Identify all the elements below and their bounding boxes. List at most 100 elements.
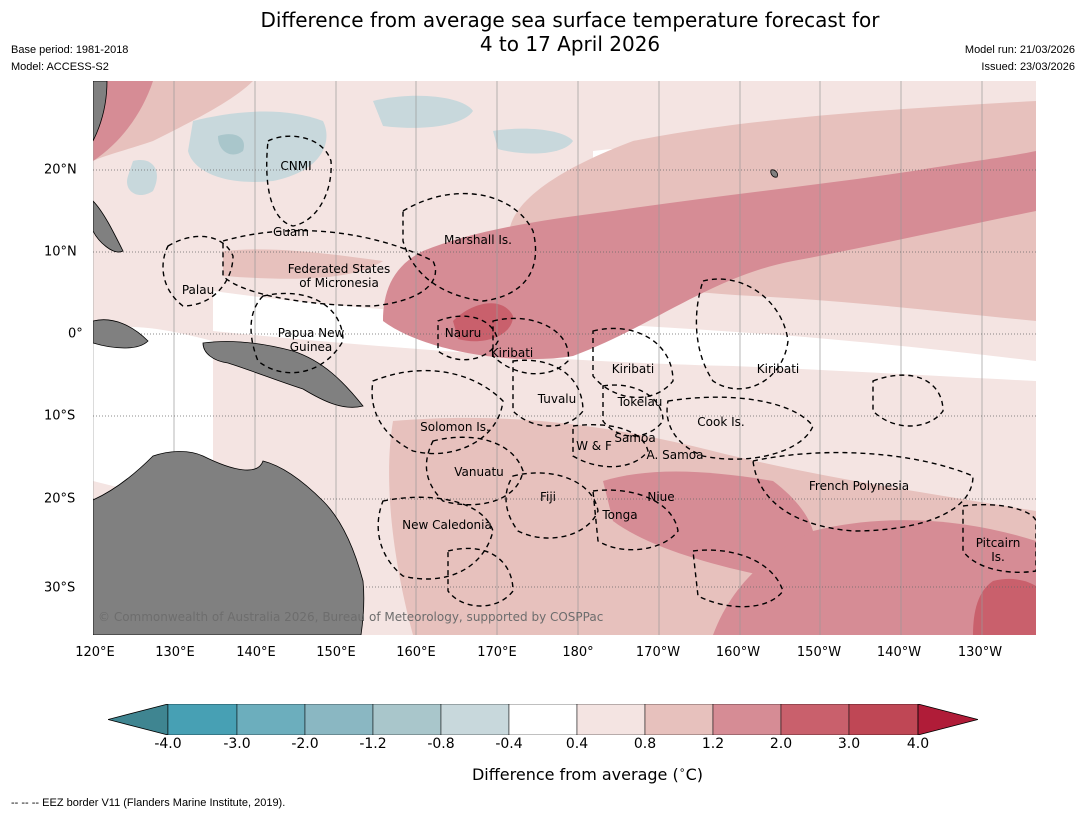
australia: [93, 451, 365, 635]
colorbar-tick: -2.0: [291, 736, 319, 752]
eez-austral: [692, 549, 784, 608]
lon-label-150e: 150°E: [316, 645, 356, 660]
region-label-new-caledonia: New Caledonia: [402, 518, 492, 532]
model-run: Model run: 21/03/2026: [964, 44, 1075, 56]
colorbar-unit: C): [685, 765, 704, 785]
colorbar-degree: ∘: [678, 764, 686, 777]
region-label-cnmi: CNMI: [280, 159, 312, 173]
eez-vanuatu: [425, 436, 524, 506]
lon-label-160w: 160°W: [715, 645, 761, 660]
eez-cook-north: [666, 396, 814, 460]
region-label-tokelau: Tokelau: [617, 395, 663, 409]
colorbar-tick: -0.8: [427, 736, 455, 752]
field-cool-philippine-sea: [188, 111, 327, 182]
region-label-tonga: Tonga: [602, 508, 638, 522]
anomaly-fields: [93, 81, 1036, 635]
region-label-niue: Niue: [647, 490, 675, 504]
eez-tuvalu: [512, 359, 584, 427]
indonesia-east: [93, 319, 149, 349]
colorbar-title: Difference from average (∘C): [0, 764, 1085, 784]
copyright-notice: © Commonwealth of Australia 2026, Bureau…: [98, 610, 604, 624]
eez-samoa-wf: [572, 424, 649, 468]
lat-label-10s: 10°S: [44, 408, 76, 424]
lon-label-170e: 170°E: [477, 645, 517, 660]
lon-label-170w: 170°W: [635, 645, 681, 660]
colorbar-extend-low: [108, 704, 169, 735]
colorbar-bin-9: [712, 704, 782, 735]
colorbar-tick: 0.8: [633, 736, 657, 752]
lon-label-160e: 160°E: [396, 645, 436, 660]
lon-label-130w: 130°W: [957, 645, 1003, 660]
region-label-png-2: Guinea: [289, 340, 333, 354]
field-red-tonga: [603, 471, 815, 581]
region-label-png: Papua New Guinea: [278, 326, 345, 354]
eez-norfolk: [447, 547, 514, 607]
colorbar: [108, 704, 978, 735]
eez-new-caledonia: [377, 496, 494, 580]
region-label-pitcairn-2: Is.: [991, 550, 1005, 564]
lat-label-0: 0°: [68, 326, 83, 342]
colorbar-tick: -1.2: [359, 736, 387, 752]
colorbar-tick: 2.0: [769, 736, 793, 752]
eez-nauru: [437, 315, 499, 361]
region-label-vanuatu: Vanuatu: [454, 465, 504, 479]
land-masses: [93, 81, 778, 635]
title-line-2: 4 to 17 April 2026: [479, 32, 661, 56]
colorbar-bin-6: [508, 704, 578, 735]
region-label-marshall: Marshall Is.: [444, 233, 512, 247]
lon-label-120e: 120°E: [75, 645, 115, 660]
eez-footnote: -- -- -- EEZ border V11 (Flanders Marine…: [11, 797, 286, 809]
field-lightred-micronesia: [223, 249, 383, 279]
colorbar-bin-8: [644, 704, 714, 735]
model-name: Model: ACCESS-S2: [11, 61, 109, 73]
colorbar-label: Difference from average (: [471, 765, 679, 785]
sst-anomaly-map: [93, 81, 1036, 635]
eez-kiribati-c: [592, 327, 674, 399]
region-label-cook: Cook Is.: [697, 415, 745, 429]
region-label-kiribati-w: Kiribati: [490, 346, 534, 360]
region-label-fsm: Federated States of Micronesia: [288, 262, 390, 290]
colorbar-tick: 3.0: [837, 736, 861, 752]
map-canvas: [93, 81, 1036, 635]
lon-label-130e: 130°E: [155, 645, 195, 660]
colorbar-tick: 4.0: [906, 736, 930, 752]
field-cool-core: [218, 134, 244, 155]
lat-label-20n: 20°N: [44, 162, 77, 178]
hawaii: [770, 169, 778, 178]
eez-kiribati-w: [492, 317, 569, 375]
taiwan-region: [93, 81, 108, 142]
colorbar-tick: 0.4: [565, 736, 589, 752]
eez-cnmi: [266, 135, 332, 227]
region-label-kiribati-e: Kiribati: [756, 362, 800, 376]
lat-label-20s: 20°S: [44, 491, 76, 507]
colorbar-bin-2: [236, 704, 306, 735]
lon-label-140w: 140°W: [876, 645, 922, 660]
eez-kiribati-e: [695, 278, 789, 390]
eez-fsm: [222, 229, 437, 307]
region-label-wf: W & F: [576, 439, 612, 453]
region-label-pitcairn: Pitcairn Is.: [976, 536, 1021, 564]
meta-left: Base period: 1981-2018 Model: ACCESS-S2: [11, 42, 128, 76]
colorbar-bin-5: [440, 704, 510, 735]
issued-date: Issued: 23/03/2026: [981, 61, 1075, 73]
new-guinea: [202, 341, 364, 408]
region-label-pitcairn-1: Pitcairn: [975, 536, 1021, 550]
region-label-kiribati-c: Kiribati: [611, 362, 655, 376]
eez-french-polynesia: [752, 451, 974, 532]
region-label-french-polynesia: French Polynesia: [808, 479, 910, 493]
colorbar-bin-10: [780, 704, 850, 735]
lon-label-150w: 150°W: [796, 645, 842, 660]
field-darkred-nauru: [453, 303, 513, 342]
region-label-tuvalu: Tuvalu: [537, 392, 577, 406]
eez-solomon: [371, 369, 504, 455]
colorbar-bin-4: [372, 704, 442, 735]
colorbar-tick: -3.0: [223, 736, 251, 752]
eez-tonga-niue: [592, 489, 679, 551]
field-red-southeast: [713, 520, 1036, 635]
region-label-fsm-1: Federated States: [287, 262, 391, 276]
philippines-south: [93, 200, 124, 253]
field-cool-north-2: [493, 128, 573, 154]
meta-right: Model run: 21/03/2026 Issued: 23/03/2026: [965, 42, 1075, 76]
eez-png: [250, 292, 344, 374]
lon-label-180: 180°: [562, 645, 594, 660]
